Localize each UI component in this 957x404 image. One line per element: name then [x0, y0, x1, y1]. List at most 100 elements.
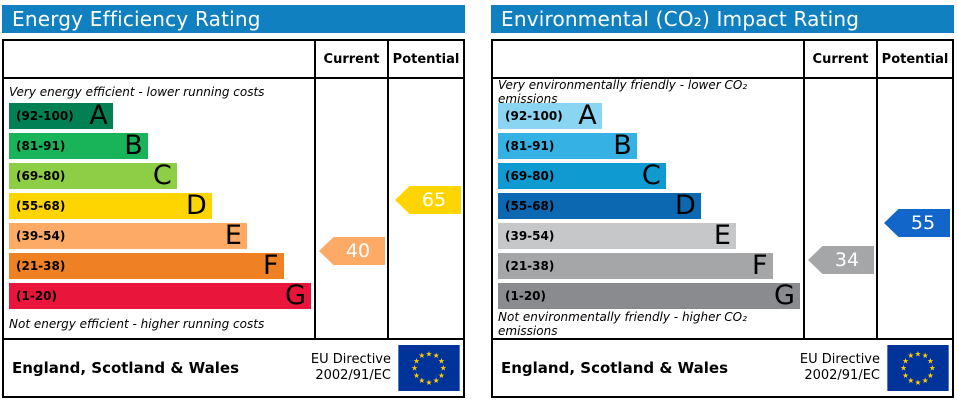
svg-text:★: ★ [922, 376, 929, 385]
current-rating-cell: 34 [803, 79, 876, 338]
svg-text:★: ★ [426, 349, 433, 358]
top-caption: Very environmentally friendly - lower CO… [498, 78, 748, 106]
current-rating-value: 40 [345, 240, 371, 262]
svg-text:★: ★ [438, 356, 445, 365]
current-column-header: Current [803, 41, 876, 77]
footer-row: England, Scotland & Wales EU Directive 2… [493, 340, 952, 396]
footer-row: England, Scotland & Wales EU Directive 2… [4, 340, 463, 396]
band-row-f: (21-38) F [498, 250, 773, 281]
current-rating-value: 34 [834, 249, 860, 271]
energy-efficiency-chart: Energy Efficiency Rating Current Potenti… [2, 5, 465, 398]
svg-text:★: ★ [915, 378, 922, 387]
band-range-label: (21-38) [505, 259, 555, 273]
band-letter: G [285, 280, 306, 311]
band-letter: C [641, 160, 661, 191]
potential-rating-arrow: 55 [884, 209, 950, 237]
chart-title-bar: Environmental (CO₂) Impact Rating [491, 5, 954, 33]
band-letter: B [124, 130, 143, 161]
band-row-c: (69-80) C [498, 160, 666, 191]
band-range-label: (69-80) [505, 169, 555, 183]
svg-text:★: ★ [413, 371, 420, 380]
band-range-label: (39-54) [505, 229, 555, 243]
svg-text:★: ★ [922, 351, 929, 360]
rating-body-row: Very environmentally friendly - lower CO… [493, 78, 952, 340]
eu-flag-icon: ★ ★★★★★★★★★★★ [887, 345, 949, 391]
svg-text:★: ★ [426, 378, 433, 387]
band-row-b: (81-91) B [498, 130, 637, 161]
svg-text:★: ★ [433, 376, 440, 385]
eu-directive-label: EU Directive 2002/91/EC [799, 352, 880, 383]
band-row-a: (92-100) A [9, 100, 113, 131]
band-row-d: (55-68) D [498, 192, 701, 219]
band-range-label: (39-54) [16, 229, 66, 243]
svg-text:★: ★ [900, 364, 907, 373]
svg-text:★: ★ [438, 371, 445, 380]
svg-text:★: ★ [927, 371, 934, 380]
band-range-label: (21-38) [16, 259, 66, 273]
band-letter: B [613, 130, 632, 161]
band-letter: F [751, 250, 768, 281]
band-row-c: (69-80) C [9, 160, 177, 191]
potential-column-header: Potential [387, 41, 463, 77]
rating-table: Current Potential Very energy efficient … [2, 39, 465, 398]
svg-text:★: ★ [418, 351, 425, 360]
band-letter: G [774, 280, 795, 311]
co2-impact-chart: Environmental (CO₂) Impact Rating Curren… [491, 5, 954, 398]
eu-flag-background [887, 345, 949, 391]
bottom-caption: Not environmentally friendly - higher CO… [498, 310, 747, 338]
band-row-d: (55-68) D [9, 190, 212, 221]
empty-header-cell [4, 41, 314, 77]
potential-column-header: Potential [876, 41, 952, 77]
band-range-label: (55-68) [505, 199, 555, 213]
svg-text:★: ★ [902, 371, 909, 380]
band-letter: D [186, 190, 207, 221]
band-row-g: (1-20) G [498, 280, 800, 311]
band-letter: E [224, 220, 242, 251]
band-range-label: (92-100) [16, 109, 74, 123]
current-column-header: Current [314, 41, 387, 77]
band-letter: E [713, 220, 731, 251]
chart-title-bar: Energy Efficiency Rating [2, 5, 465, 33]
svg-text:★: ★ [929, 364, 936, 373]
band-range-label: (81-91) [16, 139, 66, 153]
eu-directive-label: EU Directive 2002/91/EC [310, 352, 391, 383]
column-header-row: Current Potential [4, 41, 463, 79]
svg-text:★: ★ [915, 349, 922, 358]
band-row-f: (21-38) F [9, 250, 284, 281]
band-letter: F [262, 250, 279, 281]
band-range-label: (55-68) [16, 199, 66, 213]
potential-rating-cell: 55 [876, 79, 952, 338]
band-range-label: (1-20) [505, 289, 546, 303]
current-rating-arrow: 34 [808, 246, 874, 274]
bottom-caption: Not energy efficient - higher running co… [9, 317, 265, 331]
band-range-label: (1-20) [16, 289, 57, 303]
potential-rating-value: 55 [910, 212, 936, 234]
band-row-a: (92-100) A [498, 100, 602, 131]
band-letter: C [152, 160, 172, 191]
band-letter: A [89, 100, 108, 131]
band-row-e: (39-54) E [9, 220, 247, 251]
footer-region-label: England, Scotland & Wales [12, 359, 240, 377]
footer-region-label: England, Scotland & Wales [501, 359, 729, 377]
svg-text:★: ★ [927, 356, 934, 365]
band-letter: A [578, 100, 597, 131]
rating-body-row: Very energy efficient - lower running co… [4, 79, 463, 340]
chart-title: Energy Efficiency Rating [12, 7, 261, 31]
bands-cell: Very energy efficient - lower running co… [4, 79, 314, 338]
svg-text:★: ★ [907, 351, 914, 360]
svg-text:★: ★ [433, 351, 440, 360]
svg-text:★: ★ [413, 356, 420, 365]
eu-flag-background [398, 345, 460, 391]
svg-text:★: ★ [902, 356, 909, 365]
column-header-row: Current Potential [493, 41, 952, 79]
top-caption: Very energy efficient - lower running co… [9, 85, 265, 99]
band-range-label: (69-80) [16, 169, 66, 183]
bands-cell: Very environmentally friendly - lower CO… [493, 78, 803, 338]
empty-header-cell [493, 41, 803, 77]
band-range-label: (81-91) [505, 139, 555, 153]
eu-flag-icon: ★ ★★★★★★★★★★★ [398, 345, 460, 391]
potential-rating-cell: 65 [387, 79, 463, 338]
current-rating-cell: 40 [314, 79, 387, 338]
svg-text:★: ★ [411, 364, 418, 373]
